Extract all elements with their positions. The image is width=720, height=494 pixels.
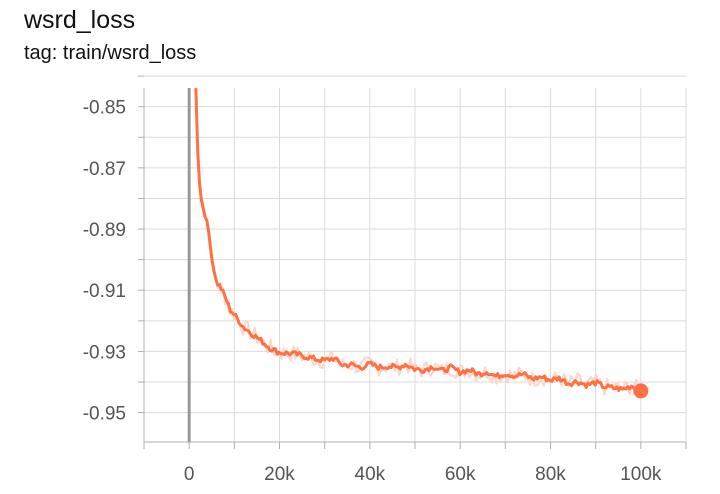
y-tick-label: -0.95: [83, 404, 126, 425]
y-tick-label: -0.89: [83, 220, 126, 241]
x-tick-label: 80k: [535, 464, 566, 485]
y-tick-label: -0.91: [83, 281, 126, 302]
x-tick-label: 60k: [445, 464, 476, 485]
last-point-marker[interactable]: [633, 383, 649, 399]
y-tick-label: -0.87: [83, 159, 126, 180]
x-tick-label: 0: [184, 464, 195, 485]
tick-labels: -0.85 -0.87 -0.89 -0.91 -0.93 -0.95 0 20k 40k 60k…: [83, 98, 662, 485]
smoothed-series[interactable]: [194, 87, 649, 399]
x-tick-label: 100k: [620, 464, 662, 485]
raw-series-line: [194, 89, 642, 398]
axes: [138, 75, 687, 449]
raw-series: [194, 89, 642, 398]
x-tick-label: 40k: [355, 464, 386, 485]
y-tick-label: -0.85: [83, 98, 126, 119]
chart-tag: tag: train/wsrd_loss: [24, 42, 197, 64]
x-tick-label: 20k: [264, 464, 295, 485]
smoothed-series-line[interactable]: [194, 87, 642, 395]
chart-title: wsrd_loss: [24, 6, 136, 34]
y-tick-label: -0.93: [83, 342, 126, 363]
